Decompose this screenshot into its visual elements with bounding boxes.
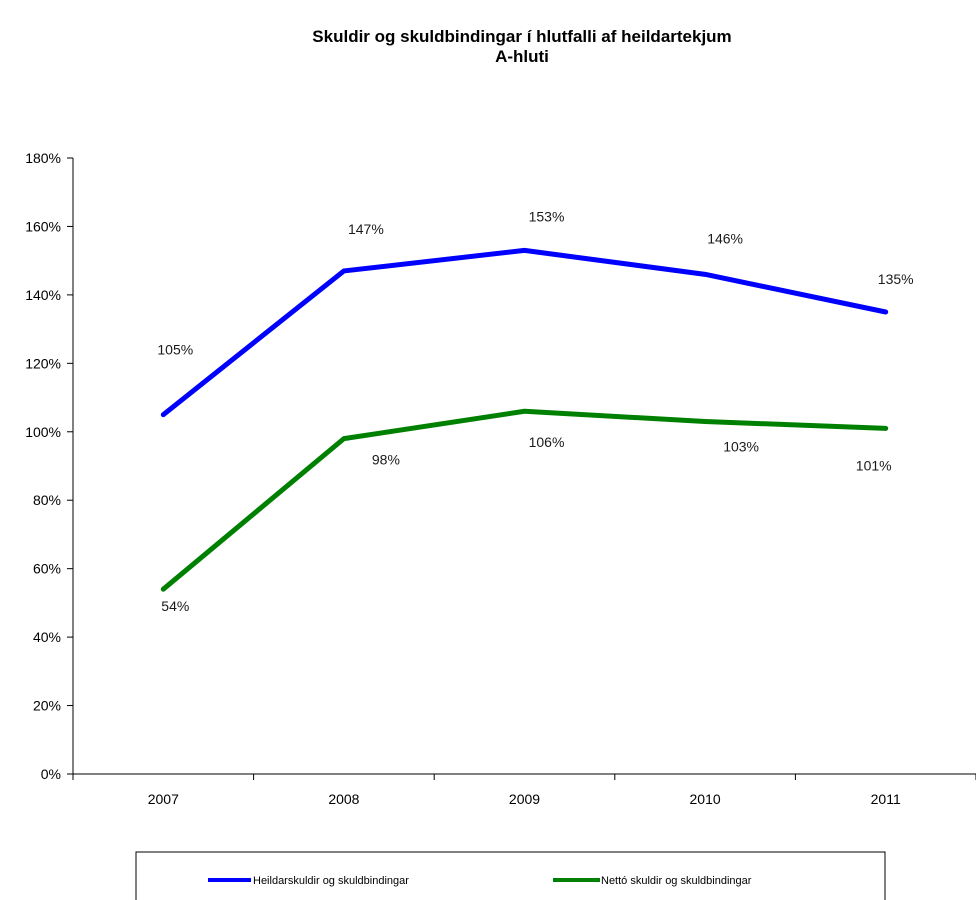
data-label: 153%	[529, 208, 565, 224]
data-label: 54%	[161, 598, 189, 614]
data-label: 105%	[157, 342, 193, 358]
y-tick-label: 140%	[25, 287, 61, 303]
data-label: 135%	[878, 271, 914, 287]
chart-subtitle: A-hluti	[495, 47, 549, 66]
data-label: 101%	[856, 457, 892, 473]
data-label: 103%	[723, 439, 759, 455]
x-tick-label: 2008	[328, 791, 359, 807]
y-tick-label: 160%	[25, 218, 61, 234]
data-label: 146%	[707, 230, 743, 246]
x-tick-label: 2011	[871, 791, 901, 807]
legend-box	[135, 851, 886, 900]
x-tick-label: 2007	[148, 791, 179, 807]
legend-label: Nettó skuldir og skuldbindingar	[601, 875, 752, 887]
chart-title: Skuldir og skuldbindingar í hlutfalli af…	[312, 27, 731, 46]
series-layer: 105% 147% 153% 146% 135% 54% 98% 106% 103% 101%	[157, 208, 913, 614]
series-line-2	[160, 408, 889, 592]
legend-label: Heildarskuldir og skuldbindingar	[253, 875, 409, 887]
legend: Heildarskuldir og skuldbindingar Nettó sk…	[208, 875, 752, 887]
series-line-1	[160, 247, 889, 418]
y-tick-label: 0%	[41, 766, 61, 782]
y-tick-label: 20%	[33, 698, 61, 714]
y-tick-label: 80%	[33, 492, 61, 508]
x-tick-label: 2010	[690, 791, 721, 807]
data-label: 106%	[529, 434, 565, 450]
y-tick-label: 120%	[25, 355, 61, 371]
data-label: 147%	[348, 221, 384, 237]
x-axis-ticks: 2007 2008 2009 2010 2011	[72, 774, 976, 807]
y-tick-label: 60%	[33, 561, 61, 577]
x-tick-label: 2009	[509, 791, 540, 807]
data-label: 98%	[372, 452, 400, 468]
y-tick-label: 100%	[25, 424, 61, 440]
y-axis-ticks: 0% 20% 40% 60% 80% 100% 120% 140% 160% 180%	[25, 150, 73, 782]
y-tick-label: 180%	[25, 150, 61, 166]
y-tick-label: 40%	[33, 629, 61, 645]
